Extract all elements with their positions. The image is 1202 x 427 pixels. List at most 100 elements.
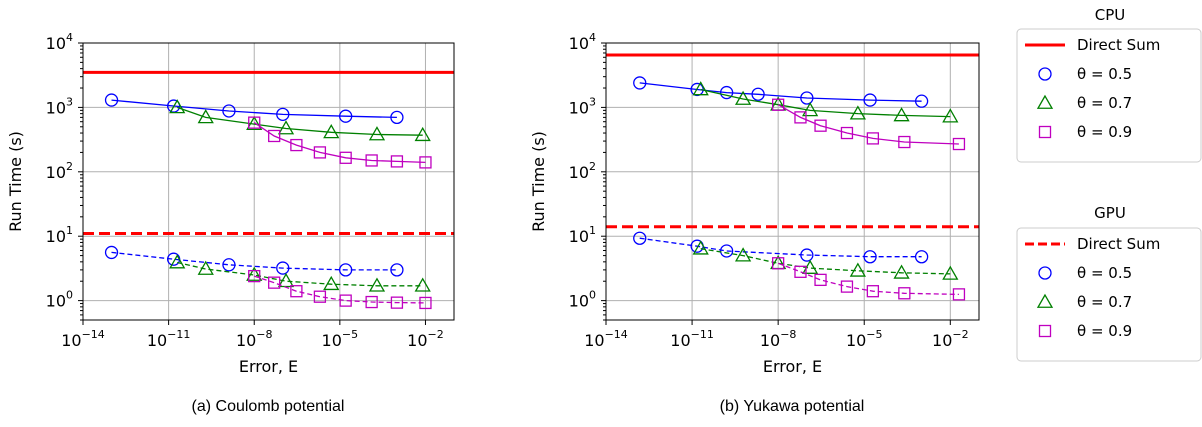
data-point [692,81,709,96]
legend-label: θ = 0.5 [1077,264,1132,282]
x-axis-label: Error, E [239,357,298,376]
legend-marker-square [1038,324,1052,338]
series-line [777,104,959,145]
data-point [814,273,827,287]
y-tick-label-exp: 3 [66,95,73,108]
data-point [840,126,854,140]
y-tick-label-base: 10 [46,98,66,117]
data-point [323,124,340,139]
x-tick-label-base: 10 [932,331,952,350]
data-point [365,154,378,167]
y-tick-label-base: 10 [46,34,66,53]
data-point [246,266,263,281]
series-line [253,275,426,304]
legend-marker-triangle [1036,293,1054,308]
data-point [863,250,877,264]
data-point [368,126,386,141]
legend-marker-circle [1038,266,1052,280]
series-line [253,122,426,164]
data-point [339,109,353,123]
y-tick-label-base: 10 [569,227,589,246]
x-tick-label: 10−14 [61,328,105,350]
data-point [277,272,295,288]
legend-marker-triangle [1036,94,1054,109]
y-tick-label: 103 [569,95,596,117]
y-tick-label: 102 [569,160,596,182]
x-tick-label-exp: −8 [780,328,796,341]
series-line [700,248,951,275]
x-tick-label: 10−2 [407,328,444,350]
y-tick-label-base: 10 [569,163,589,182]
data-point [800,91,814,105]
data-point [952,137,966,151]
data-point [772,257,785,270]
chart-caption: (b) Yukawa potential [720,398,865,415]
data-point [222,258,236,272]
chart-coulomb: 10−14 10−11 10−8 10−5 10−2100101102103104Err… [6,31,455,415]
series-line [777,262,959,296]
y-tick-label-base: 10 [46,227,66,246]
plot-area [606,53,979,301]
y-tick-label: 101 [569,224,596,246]
y-tick-label-exp: 1 [589,224,596,237]
y-tick-label: 100 [46,289,73,311]
series-line [177,261,423,287]
data-point [390,296,404,309]
x-tick-label-base: 10 [670,331,690,350]
legend-title: GPU [1094,204,1126,222]
x-tick-label-exp: −14 [605,328,628,341]
x-tick-label: 10−5 [846,328,883,350]
y-tick-label-exp: 4 [589,31,596,44]
series-gpu-triangle [169,254,431,292]
data-point [276,107,290,122]
x-tick-label-exp: −2 [952,328,968,341]
x-tick-label-exp: −11 [167,328,190,341]
x-tick-label-exp: −11 [691,328,714,341]
data-point [633,76,647,90]
data-point [222,104,236,118]
y-tick-label-exp: 0 [66,289,73,302]
y-tick-label: 102 [46,160,73,182]
x-tick-label-exp: −5 [866,328,882,341]
chart-caption: (a) Coulomb potential [192,398,345,415]
y-tick-label: 100 [569,289,596,311]
data-point [952,288,966,301]
x-tick-label: 10−14 [584,328,628,350]
y-tick-label-exp: 0 [589,289,596,302]
y-tick-label-exp: 4 [66,31,73,44]
data-point [801,102,819,117]
x-tick-label: 10−8 [760,328,797,350]
data-point [246,115,263,131]
data-point [942,265,959,280]
series-cpu-square [772,98,966,151]
y-tick-label-base: 10 [569,292,589,311]
x-tick-label-base: 10 [147,331,167,350]
legend-label: θ = 0.9 [1077,123,1132,141]
data-point [248,116,261,129]
x-tick-label-base: 10 [760,331,780,350]
axes-frame [605,42,980,321]
legend-gpu: GPU Direct Sum θ = 0.5 θ = 0.7 θ = 0.9 [1016,204,1202,362]
data-point [169,99,186,114]
series-gpu-circle [104,245,404,277]
legend-label: θ = 0.7 [1077,293,1132,311]
legend-title: CPU [1095,6,1126,24]
y-tick-label-base: 10 [46,292,66,311]
x-tick-label-exp: −8 [256,328,272,341]
y-tick-label: 104 [569,31,596,53]
x-axis-label: Error, E [763,357,822,376]
data-point [849,105,866,120]
plot-area [83,70,454,310]
data-point [800,248,814,262]
y-tick-label-base: 10 [569,34,589,53]
data-point [866,285,880,298]
x-tick-label: 10−5 [322,328,359,350]
data-point [419,156,432,169]
data-point [734,90,752,105]
data-point [772,98,785,111]
series-line [111,251,397,271]
data-point [942,108,959,123]
data-point [849,262,866,277]
data-point [290,138,303,152]
